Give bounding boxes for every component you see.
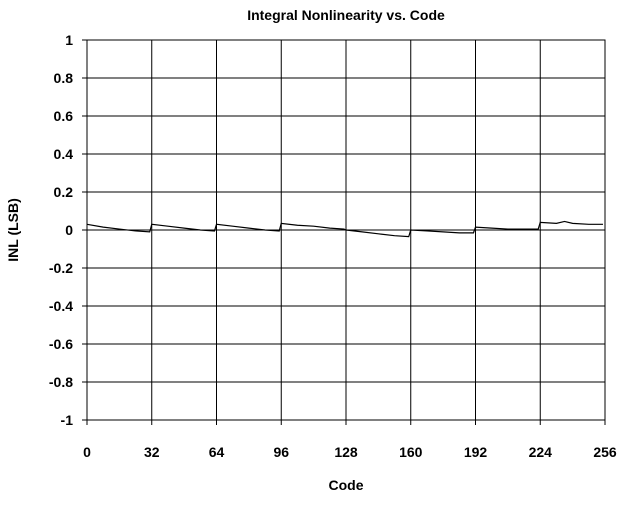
chart-title: Integral Nonlinearity vs. Code <box>247 7 445 23</box>
series-layer <box>86 220 603 238</box>
y-tick-label: 0 <box>65 222 73 238</box>
y-tick-label: -1 <box>61 412 74 428</box>
x-tick-label: 224 <box>529 444 553 460</box>
x-tick-label: 32 <box>144 444 160 460</box>
x-tick-label: 256 <box>593 444 617 460</box>
y-tick-label: 0.2 <box>54 184 74 200</box>
y-tick-label: 1 <box>65 32 73 48</box>
x-tick-label: 160 <box>399 444 423 460</box>
x-tick-label: 64 <box>209 444 225 460</box>
inl-series-line <box>86 220 603 238</box>
y-axis-label: INL (LSB) <box>5 198 21 262</box>
y-tick-label: -0.8 <box>49 374 73 390</box>
y-tick-label: -0.4 <box>49 298 73 314</box>
y-tick-label: 0.4 <box>54 146 74 162</box>
grid-lines <box>86 39 606 421</box>
y-tick-label: 0.8 <box>54 70 74 86</box>
x-tick-label: 192 <box>464 444 488 460</box>
y-tick-label: 0.6 <box>54 108 74 124</box>
x-axis-label: Code <box>329 477 364 493</box>
x-tick-label: 0 <box>83 444 91 460</box>
tick-labels: 1 0.8 0.6 0.4 0.2 0 -0.2 -0.4 -0.6 -0.8 -1 0 32 64 96 1… <box>49 32 617 460</box>
x-tick-label: 96 <box>273 444 289 460</box>
x-tick-label: 128 <box>334 444 358 460</box>
y-tick-label: -0.6 <box>49 336 73 352</box>
y-tick-label: -0.2 <box>49 260 73 276</box>
